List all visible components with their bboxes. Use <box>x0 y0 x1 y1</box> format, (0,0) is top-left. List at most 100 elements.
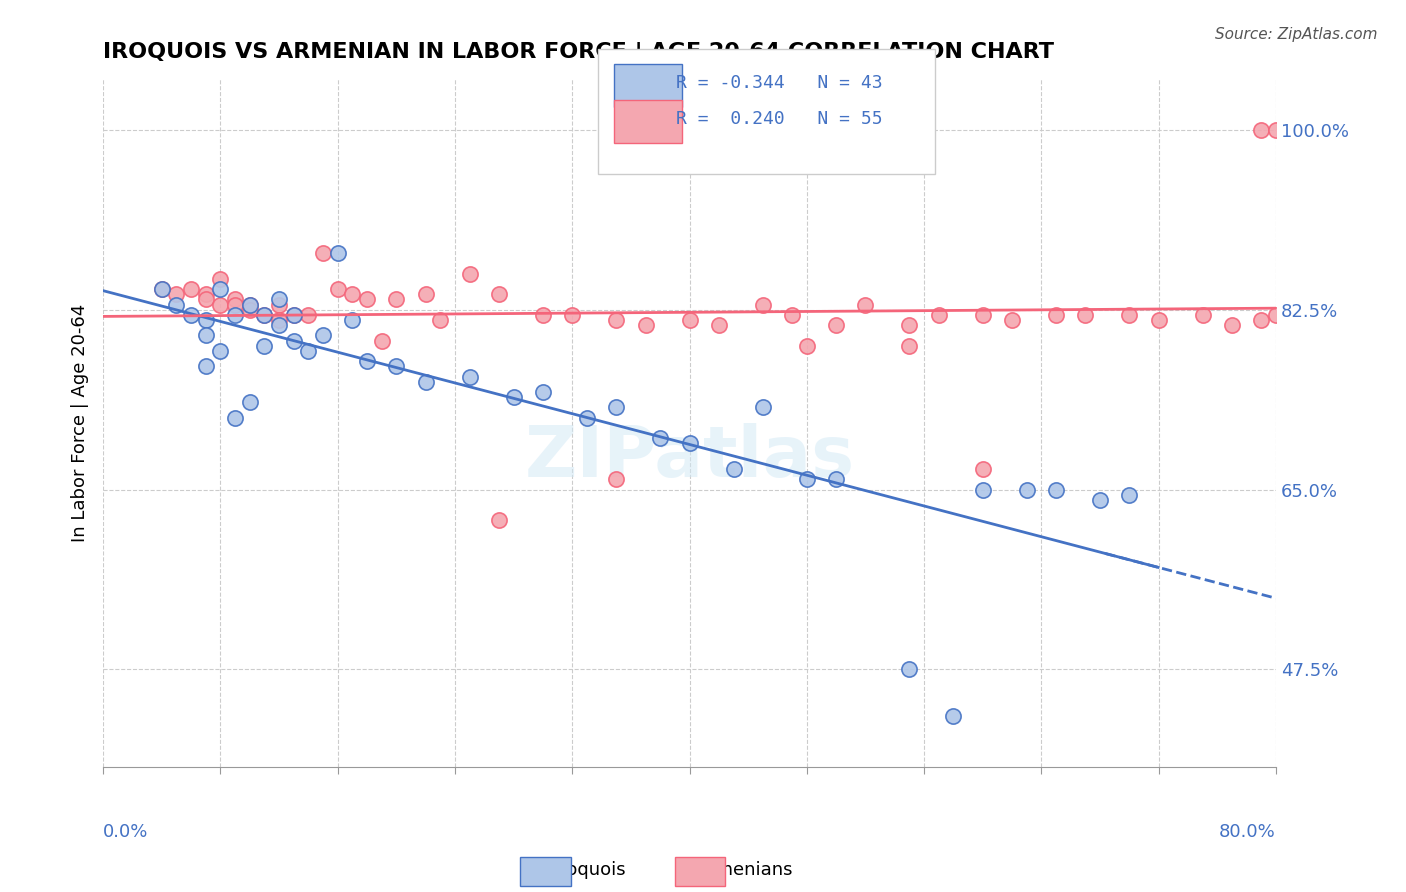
Point <box>342 287 364 301</box>
Point <box>678 436 700 450</box>
Point <box>928 308 950 322</box>
Point <box>194 287 217 301</box>
Point <box>458 267 481 281</box>
Point <box>150 282 173 296</box>
Point <box>972 483 994 497</box>
Point <box>224 308 246 322</box>
Point <box>1265 308 1288 322</box>
Point <box>458 369 481 384</box>
Point <box>209 343 232 358</box>
Point <box>605 401 627 415</box>
Point <box>502 390 524 404</box>
Point <box>267 313 290 327</box>
Point <box>385 293 408 307</box>
Point <box>165 297 187 311</box>
Point <box>1015 483 1038 497</box>
Point <box>342 313 364 327</box>
Point <box>605 313 627 327</box>
Point <box>1250 123 1272 137</box>
Point <box>253 308 276 322</box>
Point <box>224 293 246 307</box>
Point <box>415 287 437 301</box>
Point <box>267 318 290 333</box>
Text: R =  0.240   N = 55: R = 0.240 N = 55 <box>676 110 883 128</box>
Text: 0.0%: 0.0% <box>103 823 149 841</box>
Point <box>356 354 378 368</box>
Point <box>796 339 818 353</box>
Point <box>488 287 510 301</box>
Point <box>283 308 305 322</box>
Point <box>531 384 554 399</box>
Point <box>297 343 319 358</box>
Text: Armenians: Armenians <box>697 861 793 879</box>
Text: ZIPatlas: ZIPatlas <box>524 423 855 491</box>
Point <box>253 308 276 322</box>
Point <box>297 308 319 322</box>
Text: R = -0.344   N = 43: R = -0.344 N = 43 <box>676 74 883 92</box>
Point <box>898 318 921 333</box>
Y-axis label: In Labor Force | Age 20-64: In Labor Force | Age 20-64 <box>72 303 89 542</box>
Point <box>326 246 349 260</box>
Point <box>855 297 877 311</box>
Point <box>267 297 290 311</box>
Point <box>312 328 335 343</box>
Point <box>239 297 262 311</box>
Point <box>531 308 554 322</box>
Point <box>1265 123 1288 137</box>
Point <box>650 431 672 445</box>
Point <box>239 297 262 311</box>
Point <box>209 297 232 311</box>
Point <box>194 359 217 374</box>
Point <box>150 282 173 296</box>
Point <box>575 410 598 425</box>
Point <box>209 272 232 286</box>
Text: Iroquois: Iroquois <box>555 861 626 879</box>
Point <box>224 410 246 425</box>
Point <box>180 282 202 296</box>
Point <box>239 395 262 409</box>
Point <box>1118 308 1140 322</box>
Point <box>370 334 392 348</box>
Point <box>356 293 378 307</box>
Point <box>972 462 994 476</box>
Point <box>898 662 921 676</box>
Point <box>1074 308 1097 322</box>
Point <box>752 401 775 415</box>
Text: Source: ZipAtlas.com: Source: ZipAtlas.com <box>1215 27 1378 42</box>
Point <box>165 287 187 301</box>
Point <box>209 282 232 296</box>
Text: 80.0%: 80.0% <box>1219 823 1277 841</box>
Text: IROQUOIS VS ARMENIAN IN LABOR FORCE | AGE 20-64 CORRELATION CHART: IROQUOIS VS ARMENIAN IN LABOR FORCE | AG… <box>103 42 1054 62</box>
Point <box>634 318 657 333</box>
Point <box>239 302 262 317</box>
Point <box>752 297 775 311</box>
Point <box>723 462 745 476</box>
Point <box>385 359 408 374</box>
Point <box>326 282 349 296</box>
Point <box>972 308 994 322</box>
Point <box>1088 492 1111 507</box>
Point <box>707 318 730 333</box>
Point <box>1147 313 1170 327</box>
Point <box>415 375 437 389</box>
Point <box>1118 488 1140 502</box>
Point <box>1220 318 1243 333</box>
Point <box>780 308 803 322</box>
Point <box>1191 308 1213 322</box>
Point <box>825 472 848 486</box>
Point <box>1045 483 1067 497</box>
Point <box>825 318 848 333</box>
Point <box>224 297 246 311</box>
Point <box>283 308 305 322</box>
Point <box>796 472 818 486</box>
Point <box>283 334 305 348</box>
Point <box>605 472 627 486</box>
Point <box>194 293 217 307</box>
Point <box>312 246 335 260</box>
Point <box>1001 313 1024 327</box>
Point <box>267 293 290 307</box>
Point <box>253 339 276 353</box>
Point <box>194 328 217 343</box>
Point <box>1045 308 1067 322</box>
Point <box>678 313 700 327</box>
